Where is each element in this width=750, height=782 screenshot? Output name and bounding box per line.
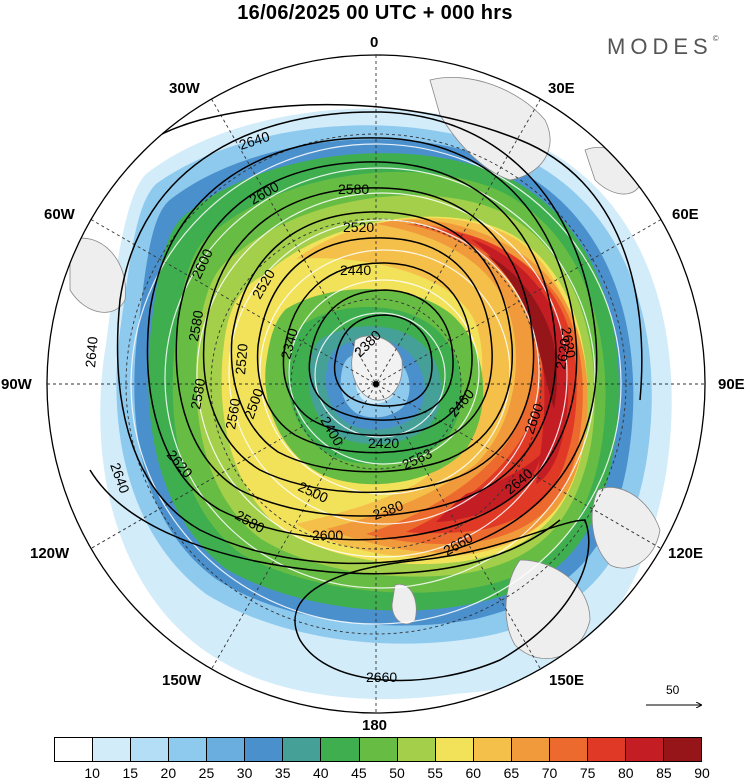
colorbar-tick-label: 35 bbox=[274, 765, 291, 781]
contour-label: 2580 bbox=[185, 309, 206, 343]
colorbar-swatch bbox=[473, 738, 512, 761]
colorbar-tick-label: 20 bbox=[160, 765, 177, 781]
contour-label: 2580 bbox=[338, 181, 369, 197]
colorbar-swatch bbox=[169, 738, 208, 761]
lon-label-120e: 120E bbox=[668, 545, 704, 562]
land-outlines bbox=[69, 77, 661, 660]
colorbar-swatch bbox=[587, 738, 626, 761]
contour-label: 2340 bbox=[277, 326, 301, 360]
lon-label-90w: 90W bbox=[1, 376, 32, 393]
colorbar-swatch bbox=[131, 738, 170, 761]
colorbar-swatch bbox=[359, 738, 398, 761]
colorbar-swatch bbox=[93, 738, 132, 761]
brand-logo: MODES© bbox=[607, 34, 719, 59]
geopotential-contours bbox=[47, 103, 643, 682]
contour-label: 2660 bbox=[366, 669, 397, 685]
colorbar-tick-label: 15 bbox=[122, 765, 139, 781]
map-boundary bbox=[46, 54, 706, 714]
lon-label-150e: 150E bbox=[549, 672, 585, 689]
contour-label: 2420 bbox=[368, 435, 399, 451]
colorbar-swatch bbox=[549, 738, 588, 761]
lon-label-0: 0 bbox=[370, 34, 379, 51]
contour-label: 2520 bbox=[343, 219, 374, 235]
lon-label-60w: 60W bbox=[44, 206, 75, 223]
graticule bbox=[47, 55, 705, 713]
lon-label-90e: 90E bbox=[718, 376, 745, 393]
contour-label: 2560 bbox=[222, 397, 243, 431]
map-title: 16/06/2025 00 UTC + 000 hrs bbox=[237, 2, 513, 24]
colorbar-tick-label: 60 bbox=[465, 765, 482, 781]
colorbar-swatch bbox=[625, 738, 664, 761]
wind-streamlines bbox=[130, 143, 622, 625]
colorbar-swatch bbox=[664, 738, 702, 761]
contour-label: 2440 bbox=[340, 262, 371, 278]
lon-label-30w: 30W bbox=[169, 80, 200, 97]
contour-label: 2520 bbox=[232, 343, 251, 376]
colorbar-tick-label: 45 bbox=[351, 765, 367, 781]
colorbar-swatch bbox=[207, 738, 246, 761]
colorbar-swatch bbox=[435, 738, 474, 761]
colorbar-tick-label: 55 bbox=[427, 765, 443, 781]
colorbar-swatch bbox=[397, 738, 436, 761]
contour-label: 2600 bbox=[312, 527, 343, 543]
colorbar-tick-label: 40 bbox=[313, 765, 329, 781]
contour-label: 2580 bbox=[187, 377, 208, 411]
colorbar-swatch bbox=[321, 738, 360, 761]
colorbar-tick-label: 50 bbox=[389, 765, 405, 781]
shaded-wind-field: 2640 2580 2600 2520 2440 2600 2580 2520 … bbox=[47, 55, 705, 713]
contour-label: 2640 bbox=[82, 336, 101, 369]
colorbar-tick-label: 75 bbox=[579, 765, 596, 781]
colorbar-tick-label: 90 bbox=[694, 765, 710, 781]
colorbar-tick-label: 10 bbox=[84, 765, 100, 781]
reference-vector-label: 50 bbox=[666, 683, 680, 697]
lon-label-120w: 120W bbox=[30, 545, 70, 562]
colorbar-tick-label: 65 bbox=[503, 765, 520, 781]
lon-label-60e: 60E bbox=[672, 206, 699, 223]
contour-label: 2620 bbox=[552, 337, 573, 371]
colorbar-tick-label: 30 bbox=[236, 765, 253, 781]
lon-label-180: 180 bbox=[362, 717, 388, 734]
colorbar-swatch bbox=[511, 738, 550, 761]
pole-marker bbox=[373, 381, 379, 387]
lon-label-150w: 150W bbox=[162, 672, 202, 689]
colorbar-swatch bbox=[283, 738, 322, 761]
colorbar bbox=[54, 737, 702, 762]
colorbar-tick-label: 25 bbox=[198, 765, 215, 781]
colorbar-tick-label: 80 bbox=[617, 765, 634, 781]
colorbar-swatch bbox=[245, 738, 284, 761]
contour-label: 2620 bbox=[558, 326, 579, 360]
colorbar-tick-label: 70 bbox=[541, 765, 558, 781]
lon-label-30e: 30E bbox=[548, 80, 575, 97]
colorbar-swatch bbox=[55, 738, 94, 761]
colorbar-tick-label: 85 bbox=[656, 765, 672, 781]
